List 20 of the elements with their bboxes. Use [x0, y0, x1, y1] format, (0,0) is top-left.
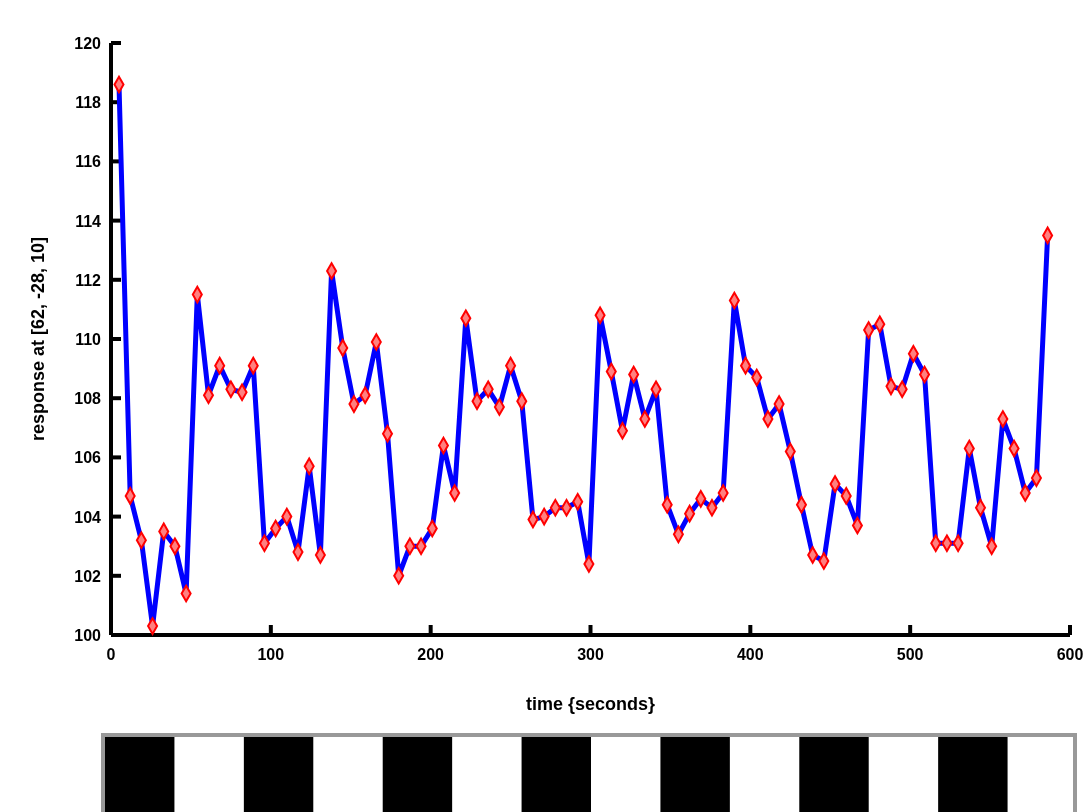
y-tick-label: 106	[74, 449, 102, 467]
y-tick-label: 114	[75, 212, 102, 230]
y-tick-label: 100	[74, 627, 102, 644]
y-axis-title: response at [62, -28, 10]	[28, 236, 48, 442]
y-tick-label: 116	[75, 153, 102, 171]
x-tick-label: 400	[736, 646, 764, 663]
x-tick-label: 200	[417, 646, 445, 663]
x-axis-title: time {seconds}	[525, 694, 656, 714]
x-tick-label: 100	[257, 646, 285, 663]
x-tick-label: 500	[896, 646, 924, 663]
y-tick-label: 110	[75, 331, 102, 348]
y-tick-label: 112	[75, 271, 102, 289]
y-tick-label: 102	[74, 567, 102, 585]
y-tick-label: 120	[74, 35, 102, 52]
y-tick-label: 108	[74, 390, 102, 408]
x-tick-label: 600	[1056, 646, 1084, 663]
x-tick-label: 0	[106, 646, 116, 663]
y-tick-label: 118	[75, 94, 102, 112]
y-tick-label: 104	[74, 508, 102, 526]
x-tick-label: 300	[577, 646, 604, 663]
